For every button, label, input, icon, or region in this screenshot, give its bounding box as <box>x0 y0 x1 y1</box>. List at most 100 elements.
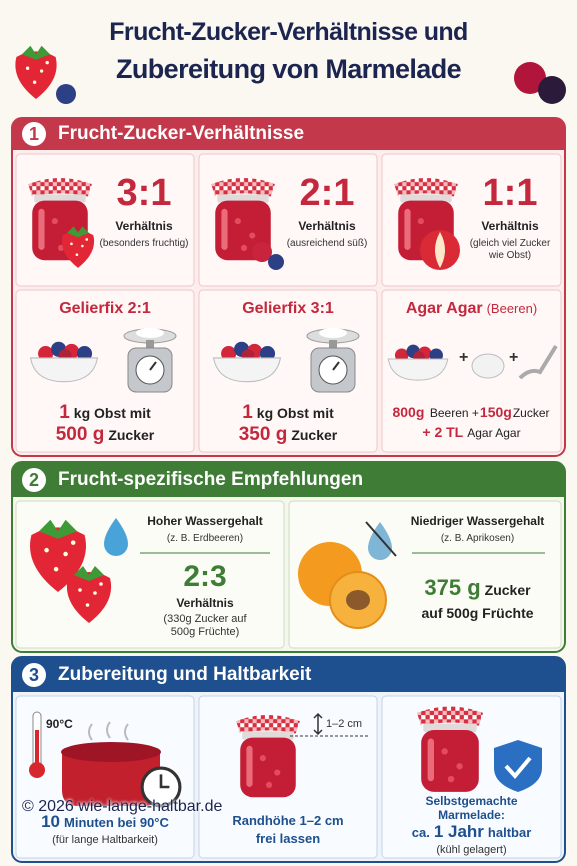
recipe-title: Gelierfix 2:1 <box>59 300 151 317</box>
title: Agar Agar <box>405 300 483 317</box>
jar-icon <box>236 714 300 798</box>
text: ca. <box>411 825 430 840</box>
recipe-line: 1 kg Obst mit <box>16 402 194 424</box>
number-badge <box>22 468 46 492</box>
recipe-title: Agar Agar (Beeren) <box>382 300 561 318</box>
jar-icon <box>416 706 484 792</box>
step-line: Randhöhe 1–2 cm <box>232 813 344 828</box>
text: Minuten bei 90°C <box>64 815 169 830</box>
ratio-note: (besonders fruchtig) <box>99 238 189 249</box>
section-number: 3 <box>28 665 39 685</box>
ratio-note: (ausreichend süß) <box>286 238 368 249</box>
number-badge <box>22 663 46 687</box>
section-header <box>12 657 565 692</box>
text: Beeren + <box>429 406 479 420</box>
section-title: Frucht-spezifische Empfehlungen <box>58 469 364 490</box>
ratio-label: Verhältnis <box>481 219 539 233</box>
sugar-bowl <box>471 353 505 379</box>
text: Zucker <box>108 427 155 443</box>
amount: 800g <box>392 404 425 420</box>
text: haltbar <box>487 825 532 840</box>
recipe-line: 500 g Zucker <box>16 424 194 446</box>
ratio-note: (gleich viel Zucker wie Obst) <box>469 238 551 261</box>
text: Zucker <box>512 406 550 420</box>
ratio-label: Verhältnis <box>176 596 234 610</box>
text: kg Obst mit <box>256 405 334 421</box>
amount: 375 g <box>424 575 481 600</box>
scale-icon <box>306 327 360 393</box>
item-example: (z. B. Aprikosen) <box>440 533 515 544</box>
thermometer-level <box>35 730 39 768</box>
amount: 1 <box>59 402 70 423</box>
item-line: 375 g Zucker <box>400 575 555 600</box>
shield-icon <box>494 740 542 792</box>
section-title: Frucht-Zucker-Verhältnisse <box>58 123 305 144</box>
section-number: 2 <box>28 470 39 490</box>
thermometer-bulb <box>29 762 45 778</box>
raspberry-icon <box>252 242 272 262</box>
title: Frucht-Zucker-Verhältnisse und <box>109 18 468 46</box>
blueberry-icon <box>268 254 284 270</box>
step-line: Marmelade: <box>438 808 505 822</box>
subtitle: (Beeren) <box>486 301 538 316</box>
pot-jam <box>61 742 161 762</box>
text: Zucker <box>484 582 531 598</box>
amount: 500 g <box>55 424 105 445</box>
raspberry-icon <box>514 62 546 94</box>
plus-sign: + <box>509 349 518 366</box>
recipe-line: + 2 TL Agar Agar <box>382 424 561 442</box>
section-header <box>12 462 565 497</box>
water-drop <box>104 518 128 556</box>
apricot-stone <box>346 590 370 610</box>
number-badge <box>22 122 46 146</box>
text: kg Obst mit <box>73 405 151 421</box>
amount: 350 g <box>238 424 288 445</box>
item-heading: Niedriger Wassergehalt <box>410 514 545 528</box>
step-line: frei lassen <box>255 831 321 846</box>
recipe-line: 800g Beeren +150gZucker <box>382 404 561 422</box>
recipe-line: 350 g Zucker <box>199 424 377 446</box>
scale-icon <box>123 327 177 393</box>
step-note: (für lange Haltbarkeit) <box>52 834 158 846</box>
step-line: 10 Minuten bei 90°C <box>16 812 194 832</box>
strike <box>365 521 397 557</box>
pot <box>62 752 160 806</box>
icon-label: 90°C <box>46 717 73 731</box>
ratio-note: (330g Zucker auf 500g Früchte) <box>163 613 247 638</box>
height-arrow <box>313 712 323 736</box>
ratio-label: Verhältnis <box>115 219 173 233</box>
text: Zucker <box>291 427 338 443</box>
check-mark <box>504 756 532 780</box>
section-title: Zubereitung und Haltbarkeit <box>58 664 312 685</box>
amount: 1 Jahr <box>433 822 484 841</box>
amount: 1 <box>242 402 253 423</box>
ratio: 1:1 <box>482 172 538 214</box>
blackberry-icon <box>538 76 566 104</box>
step-line: ca. 1 Jahr haltbar <box>382 822 561 842</box>
ratio: 3:1 <box>116 172 172 214</box>
recipe-line: 1 kg Obst mit <box>199 402 377 424</box>
item-line: auf 500g Früchte <box>421 605 534 621</box>
step-line: Selbstgemachte <box>425 794 518 808</box>
steam <box>88 721 129 741</box>
amount: + 2 TL <box>422 424 464 440</box>
strawberry-icon <box>15 45 57 99</box>
ratio-label: Verhältnis <box>298 219 356 233</box>
item-heading: Hoher Wassergehalt <box>147 514 263 528</box>
step-note: (kühl gelagert) <box>436 844 507 856</box>
amount: 150g <box>479 404 512 420</box>
amount: 10 <box>41 812 61 831</box>
ratio: 2:1 <box>299 172 355 214</box>
copyright: © 2026 wie-lange-haltbar.de <box>22 798 223 815</box>
title: Zubereitung von Marmelade <box>115 54 462 84</box>
spoon-icon <box>518 344 558 380</box>
section-number: 1 <box>28 124 39 144</box>
text: Agar Agar <box>467 426 521 440</box>
blueberry-icon <box>56 84 76 104</box>
icon-label: 1–2 cm <box>326 718 363 730</box>
item-example: (z. B. Erdbeeren) <box>166 533 244 544</box>
recipe-title: Gelierfix 3:1 <box>242 300 334 317</box>
plus-sign: + <box>459 349 468 366</box>
